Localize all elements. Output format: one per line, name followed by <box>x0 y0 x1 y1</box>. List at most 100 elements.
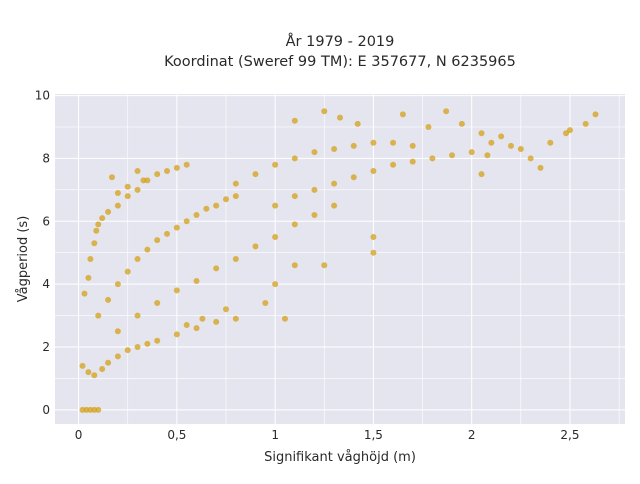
data-point <box>321 262 328 269</box>
data-point <box>193 325 200 332</box>
chart-title-line2: Koordinat (Sweref 99 TM): E 357677, N 62… <box>164 54 516 70</box>
data-point <box>478 130 485 137</box>
y-axis-label: Vågperiod (s) <box>16 216 31 303</box>
data-point <box>390 139 397 146</box>
data-point <box>183 161 190 168</box>
data-points <box>79 108 599 413</box>
data-point <box>331 180 338 187</box>
x-tick-label: 1 <box>271 428 279 442</box>
data-point <box>99 366 106 372</box>
data-point <box>291 117 298 124</box>
data-point <box>154 300 161 306</box>
data-point <box>350 174 357 181</box>
data-point <box>478 171 485 178</box>
data-point <box>291 155 298 162</box>
data-point <box>370 139 377 146</box>
data-point <box>291 262 298 269</box>
data-point <box>582 120 589 127</box>
data-point <box>370 168 377 174</box>
data-point <box>563 130 570 137</box>
data-point <box>109 174 115 181</box>
data-point <box>409 142 416 149</box>
y-tick-label: 6 <box>42 214 50 228</box>
data-point <box>272 234 279 240</box>
data-point <box>321 108 328 115</box>
data-point <box>337 114 343 121</box>
data-point <box>547 139 554 146</box>
data-point <box>164 168 171 174</box>
x-tick-label: 0,5 <box>167 428 186 442</box>
data-point <box>85 274 92 281</box>
data-point <box>223 196 229 203</box>
plot-background <box>55 94 625 424</box>
data-point <box>124 193 131 200</box>
data-point <box>223 306 229 313</box>
data-point <box>488 139 495 146</box>
data-point <box>429 155 436 162</box>
data-point <box>331 146 338 152</box>
data-point <box>95 406 102 413</box>
data-point <box>105 208 112 215</box>
y-tick-label: 2 <box>42 340 50 354</box>
data-point <box>154 237 161 244</box>
x-tick-label: 0 <box>75 428 83 442</box>
data-point <box>213 202 220 209</box>
data-point <box>350 142 357 149</box>
data-point <box>458 120 465 127</box>
data-point <box>134 168 141 174</box>
x-axis-label: Signifikant våghöjd (m) <box>264 450 416 465</box>
x-tick-label: 2 <box>468 428 476 442</box>
data-point <box>262 300 269 306</box>
data-point <box>517 146 524 152</box>
y-tick-labels: 0 2 4 6 8 10 <box>35 89 50 417</box>
data-point <box>399 111 406 118</box>
chart-title-line1: År 1979 - 2019 <box>286 33 395 50</box>
data-point <box>213 265 220 272</box>
data-point <box>91 240 98 247</box>
data-point <box>213 318 220 325</box>
data-point <box>144 340 151 347</box>
data-point <box>173 331 180 338</box>
y-tick-label: 4 <box>42 277 50 291</box>
data-point <box>193 278 200 284</box>
x-tick-label: 1,5 <box>364 428 383 442</box>
data-point <box>370 234 377 240</box>
data-point <box>508 142 514 149</box>
data-point <box>93 227 100 234</box>
data-point <box>87 256 94 262</box>
data-point <box>232 180 239 187</box>
data-point <box>425 124 432 130</box>
data-point <box>592 111 599 118</box>
data-point <box>484 152 491 159</box>
data-point <box>409 158 416 165</box>
data-point <box>134 344 141 350</box>
data-point <box>331 202 338 209</box>
data-point <box>272 161 279 168</box>
data-point <box>183 322 190 328</box>
data-point <box>199 315 206 322</box>
data-point <box>95 312 102 319</box>
data-point <box>114 353 121 360</box>
data-point <box>498 133 505 140</box>
data-point <box>252 243 259 250</box>
data-point <box>193 212 200 218</box>
data-point <box>354 120 361 127</box>
data-point <box>114 328 121 335</box>
data-point <box>281 315 288 322</box>
data-point <box>311 149 318 156</box>
data-point <box>443 108 450 115</box>
data-point <box>252 171 259 178</box>
data-point <box>390 161 397 168</box>
data-point <box>537 164 544 171</box>
data-point <box>311 186 318 193</box>
data-point <box>134 312 141 319</box>
data-point <box>124 268 131 275</box>
data-point <box>134 186 141 193</box>
data-point <box>124 347 131 354</box>
data-point <box>232 315 239 322</box>
data-point <box>164 230 171 237</box>
data-point <box>99 215 106 222</box>
data-point <box>183 218 190 225</box>
